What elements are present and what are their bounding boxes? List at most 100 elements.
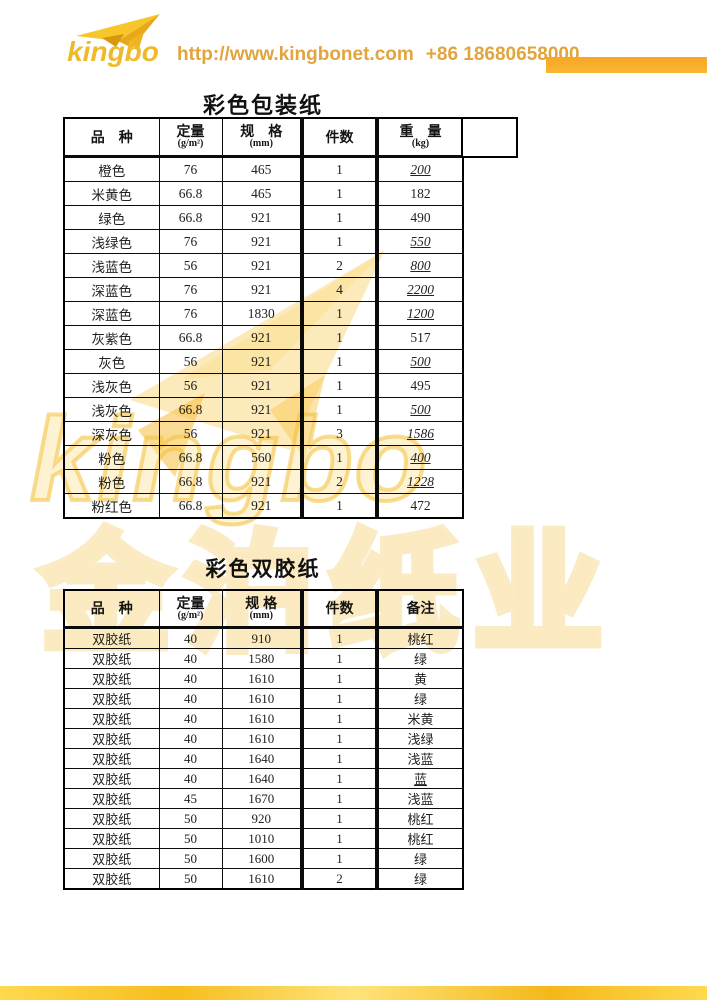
table1-cell-spec: 921 (221, 277, 303, 302)
table-row: 灰色 56 921 1 500 (63, 349, 464, 374)
table1-cell-variety: 浅蓝色 (63, 253, 160, 278)
table-row: 粉红色 66.8 921 1 472 (63, 493, 464, 519)
table1-cell-weight: 1586 (375, 421, 464, 446)
table1-cell-count: 1 (300, 349, 378, 374)
table-row: 双胶纸 40 1610 1 米黄 (63, 708, 464, 729)
table2-cell-variety: 双胶纸 (63, 708, 160, 729)
table1-cell-weight: 495 (375, 373, 464, 398)
table1-cell-spec: 921 (221, 349, 303, 374)
table2-cell-remark: 绿 (375, 688, 464, 709)
table1-cell-count: 1 (300, 373, 378, 398)
table1-cell-weight: 472 (375, 493, 464, 519)
col-remark: 备注 (375, 589, 464, 629)
table2-cell-spec: 1640 (221, 748, 303, 769)
table2-cell-variety: 双胶纸 (63, 668, 160, 689)
table1-cell-variety: 深灰色 (63, 421, 160, 446)
table-row: 绿色 66.8 921 1 490 (63, 205, 464, 230)
table2-cell-variety: 双胶纸 (63, 788, 160, 809)
brand-logo-text: kingbo (67, 36, 159, 67)
table1-cell-variety: 浅绿色 (63, 229, 160, 254)
table1-cell-variety: 橙色 (63, 156, 160, 182)
table-row: 深蓝色 76 1830 1 1200 (63, 301, 464, 326)
table2-cell-spec: 1670 (221, 788, 303, 809)
table1-header-row: 品 种 定量 (g/m²) 规 格 (mm) 件数 重 量 (kg) (63, 117, 464, 158)
table2-cell-gsm: 40 (158, 688, 223, 709)
table1-cell-weight: 517 (375, 325, 464, 350)
table-row: 粉色 66.8 560 1 400 (63, 445, 464, 470)
table2-cell-count: 1 (300, 627, 378, 649)
col-count: 件数 (300, 589, 378, 629)
table1-cell-count: 3 (300, 421, 378, 446)
table1-empty-header-cell (461, 117, 518, 158)
table-row: 双胶纸 45 1670 1 浅蓝 (63, 788, 464, 809)
table1-cell-weight: 1228 (375, 469, 464, 494)
table1-cell-count: 1 (300, 229, 378, 254)
table-row: 灰紫色 66.8 921 1 517 (63, 325, 464, 350)
table1-cell-spec: 921 (221, 325, 303, 350)
col-gsm: 定量 (g/m²) (158, 589, 223, 629)
table1-cell-spec: 1830 (221, 301, 303, 326)
table2-cell-remark: 绿 (375, 868, 464, 890)
table1-cell-spec: 921 (221, 493, 303, 519)
table2-cell-variety: 双胶纸 (63, 748, 160, 769)
table-row: 双胶纸 40 1610 1 绿 (63, 688, 464, 709)
table1-cell-variety: 灰紫色 (63, 325, 160, 350)
table2-cell-remark: 桃红 (375, 627, 464, 649)
table-row: 米黄色 66.8 465 1 182 (63, 181, 464, 206)
table2-cell-gsm: 45 (158, 788, 223, 809)
table-row: 双胶纸 40 1610 1 浅绿 (63, 728, 464, 749)
table2-cell-gsm: 40 (158, 728, 223, 749)
table2-title: 彩色双胶纸 (205, 558, 321, 581)
table1-cell-count: 4 (300, 277, 378, 302)
table1-cell-variety: 粉色 (63, 469, 160, 494)
table1-cell-weight: 550 (375, 229, 464, 254)
phone-number: +86 18680658000 (425, 44, 580, 65)
table1-cell-gsm: 56 (158, 373, 223, 398)
table2-cell-variety: 双胶纸 (63, 728, 160, 749)
table-row: 双胶纸 50 920 1 桃红 (63, 808, 464, 829)
table1-cell-variety: 浅灰色 (63, 373, 160, 398)
table2-cell-gsm: 40 (158, 648, 223, 669)
table2-cell-count: 1 (300, 848, 378, 869)
table2-cell-variety: 双胶纸 (63, 808, 160, 829)
table1-cell-spec: 465 (221, 156, 303, 182)
table2-cell-variety: 双胶纸 (63, 627, 160, 649)
table2-cell-spec: 910 (221, 627, 303, 649)
table1-cell-count: 1 (300, 493, 378, 519)
table1-cell-variety: 深蓝色 (63, 301, 160, 326)
table-row: 浅灰色 66.8 921 1 500 (63, 397, 464, 422)
website-url[interactable]: http://www.kingbonet.com (177, 44, 414, 65)
table2-cell-count: 1 (300, 748, 378, 769)
table1-cell-count: 1 (300, 205, 378, 230)
table1-cell-weight: 1200 (375, 301, 464, 326)
table-row: 橙色 76 465 1 200 (63, 156, 464, 182)
table1-cell-variety: 绿色 (63, 205, 160, 230)
table2-cell-remark: 蓝 (375, 768, 464, 789)
contact-line: http://www.kingbonet.com +86 18680658000 (177, 44, 580, 66)
table1-cell-gsm: 76 (158, 156, 223, 182)
table-row: 双胶纸 40 1640 1 蓝 (63, 768, 464, 789)
table2-cell-spec: 1610 (221, 708, 303, 729)
table2-cell-gsm: 50 (158, 828, 223, 849)
table2-cell-variety: 双胶纸 (63, 868, 160, 890)
table2-cell-gsm: 40 (158, 768, 223, 789)
table2-cell-remark: 绿 (375, 848, 464, 869)
table1-cell-count: 1 (300, 156, 378, 182)
table1-cell-count: 1 (300, 445, 378, 470)
table1-cell-spec: 560 (221, 445, 303, 470)
table1-cell-gsm: 66.8 (158, 445, 223, 470)
table1-cell-gsm: 76 (158, 301, 223, 326)
table1-cell-gsm: 66.8 (158, 469, 223, 494)
table2-cell-variety: 双胶纸 (63, 828, 160, 849)
table2-cell-remark: 黄 (375, 668, 464, 689)
table-row: 粉色 66.8 921 2 1228 (63, 469, 464, 494)
table2-cell-remark: 浅蓝 (375, 788, 464, 809)
table1-cell-spec: 465 (221, 181, 303, 206)
table1-cell-count: 1 (300, 397, 378, 422)
table1-cell-spec: 921 (221, 373, 303, 398)
col-weight: 重 量 (kg) (375, 117, 464, 158)
table2-cell-count: 1 (300, 828, 378, 849)
table2-cell-count: 1 (300, 728, 378, 749)
table1-cell-gsm: 56 (158, 253, 223, 278)
paper-plane-logo-icon (76, 14, 160, 52)
